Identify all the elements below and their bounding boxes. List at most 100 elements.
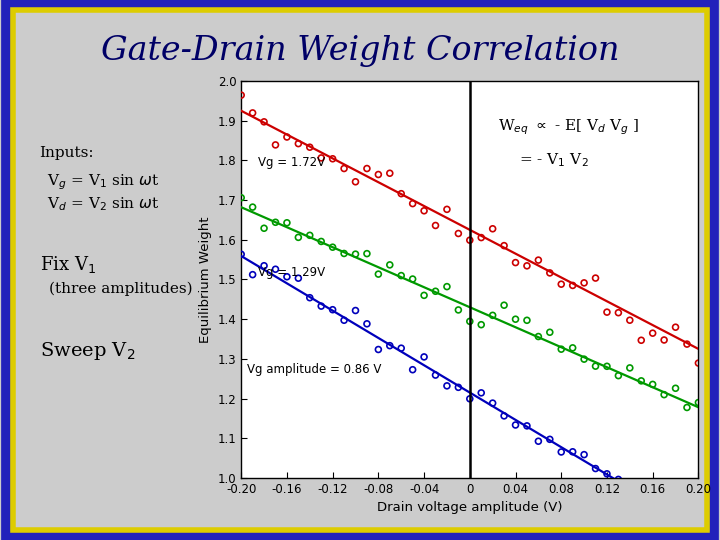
Point [258,224,270,233]
Point [647,329,658,338]
Point [510,315,521,323]
Point [361,249,373,258]
Point [281,273,292,281]
Point [544,435,556,444]
Point [350,178,361,186]
Point [613,475,624,484]
Point [292,274,304,282]
Point [235,91,247,99]
Point [658,501,670,510]
Point [373,270,384,279]
Point [338,316,350,325]
Point [270,218,282,227]
Point [384,169,395,178]
Point [533,256,544,265]
Point [578,450,590,459]
Text: W$_{eq}$ $\propto$ - E[ V$_d$ V$_g$ ]: W$_{eq}$ $\propto$ - E[ V$_d$ V$_g$ ] [498,118,639,137]
Point [636,376,647,385]
Point [258,261,270,270]
Point [270,265,282,274]
Point [453,229,464,238]
Point [292,233,304,242]
Text: V$_g$ = V$_1$ sin $\omega$t: V$_g$ = V$_1$ sin $\omega$t [47,173,159,192]
Point [636,485,647,494]
Point [510,258,521,267]
Point [430,221,441,230]
Point [304,293,315,302]
Point [270,140,282,149]
Point [441,205,453,214]
Point [418,353,430,361]
Text: Vg = 1.29V: Vg = 1.29V [258,266,325,279]
Point [315,237,327,246]
Point [693,359,704,367]
Point [361,164,373,173]
Point [373,170,384,179]
Point [464,236,475,245]
Point [624,478,636,487]
Point [636,336,647,345]
Point [292,139,304,148]
Point [247,203,258,212]
Text: (three amplitudes): (three amplitudes) [49,282,192,296]
Point [647,494,658,503]
Point [453,306,464,314]
Point [418,291,430,300]
Point [327,306,338,314]
Point [384,261,395,269]
Point [498,411,510,420]
Point [407,275,418,284]
Point [498,301,510,309]
Point [441,382,453,390]
Text: = - V$_1$ V$_2$: = - V$_1$ V$_2$ [519,151,589,169]
Point [521,316,533,325]
Point [544,328,556,336]
Point [430,371,441,380]
Point [556,448,567,456]
Point [498,241,510,250]
Point [407,199,418,208]
Point [670,323,681,332]
Point [304,231,315,240]
Point [338,249,350,258]
Point [590,274,601,282]
Point [475,320,487,329]
Text: Sweep V$_2$: Sweep V$_2$ [40,340,135,362]
Point [670,518,681,527]
Text: Inputs:: Inputs: [40,146,94,160]
Point [681,340,693,348]
Point [693,398,704,407]
X-axis label: Drain voltage amplitude (V): Drain voltage amplitude (V) [377,501,562,514]
Point [556,345,567,354]
Point [578,279,590,287]
Point [590,362,601,370]
Point [464,317,475,326]
Point [670,384,681,393]
Point [361,320,373,328]
Point [315,302,327,310]
Point [567,448,578,456]
Text: Fix V$_1$: Fix V$_1$ [40,254,96,275]
Point [613,372,624,380]
Point [281,133,292,141]
Point [647,380,658,389]
Point [407,366,418,374]
Point [418,206,430,215]
Text: V$_d$ = V$_2$ sin $\omega$t: V$_d$ = V$_2$ sin $\omega$t [47,195,159,213]
Point [453,383,464,391]
Point [395,271,407,280]
Point [601,469,613,478]
Point [350,250,361,259]
Point [247,271,258,279]
Point [487,311,498,320]
Point [693,532,704,540]
Text: Vg = 1.72V: Vg = 1.72V [258,157,325,170]
Point [395,190,407,198]
Point [304,143,315,152]
Text: Gate-Drain Weight Correlation: Gate-Drain Weight Correlation [101,35,619,68]
Point [235,250,247,259]
Point [373,345,384,354]
Point [350,306,361,315]
Point [327,243,338,252]
Point [521,422,533,430]
